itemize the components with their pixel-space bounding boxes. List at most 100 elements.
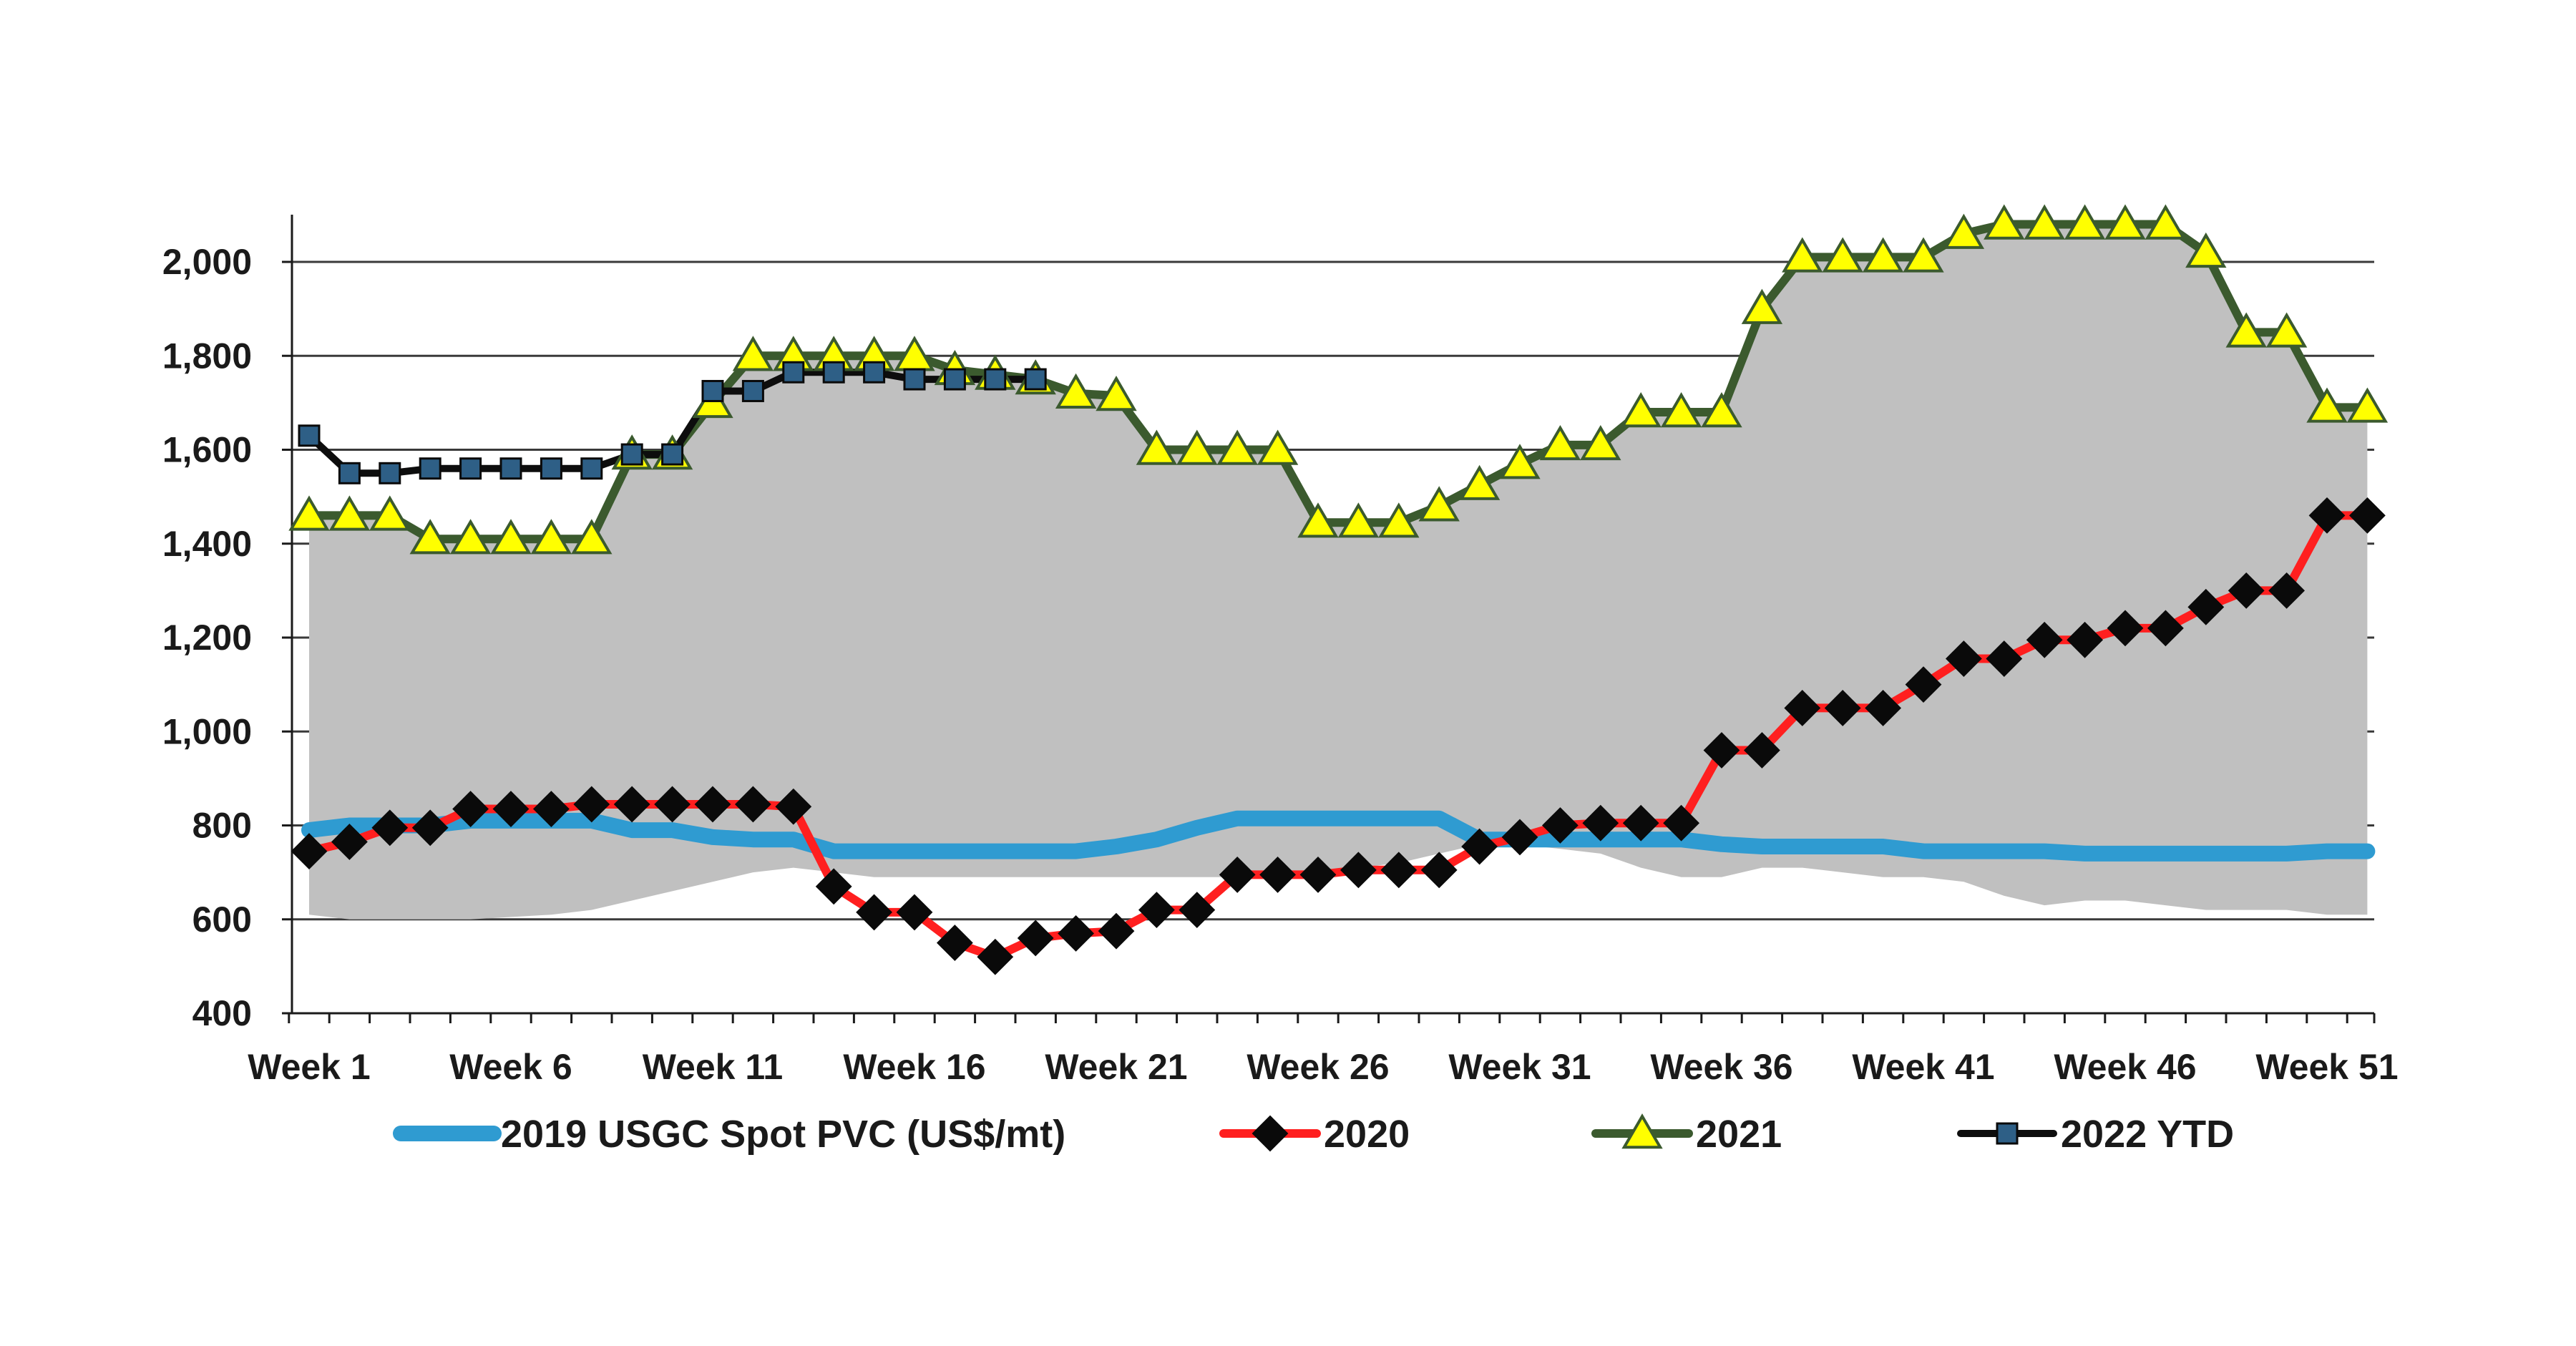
marker-2020: [2348, 497, 2386, 534]
marker-2022-ytd: [459, 457, 482, 480]
marker-2021: [2346, 387, 2389, 423]
marker-2022-ytd: [903, 368, 926, 391]
x-tick-label: Week 21: [1045, 1047, 1187, 1087]
marker-2021: [2104, 204, 2146, 240]
marker-2021: [2185, 232, 2227, 268]
marker-2022-ytd: [540, 457, 562, 480]
marker-2021: [732, 336, 774, 371]
marker-2020: [452, 791, 489, 827]
marker-2022-ytd: [1024, 368, 1047, 391]
series-line-2019-usgc-spot-pvc-us-mt-: [301, 810, 2376, 862]
y-tick-label: 1,200: [162, 618, 252, 658]
marker-2020: [1703, 732, 1740, 769]
marker-2020: [1380, 852, 1418, 889]
marker-2020: [613, 786, 650, 823]
marker-2022-ytd: [822, 361, 845, 384]
marker-2021: [2225, 312, 2267, 348]
marker-2020: [1017, 920, 1054, 957]
marker-2020: [1179, 892, 1216, 929]
marker-2020: [2308, 497, 2346, 534]
marker-2020: [856, 894, 893, 931]
y-tick-label: 400: [192, 993, 252, 1033]
marker-2020: [896, 894, 933, 931]
marker-2021: [1903, 237, 1944, 273]
axes: [282, 215, 2376, 1023]
y-axis-tick-labels: 400 600 800 1,000 1,200 1,400 1,600 1,800 2,000: [162, 242, 252, 1033]
marker-2021: [1620, 392, 1662, 428]
marker-2020: [492, 791, 530, 827]
marker-2021: [530, 519, 572, 555]
marker-2021: [1257, 429, 1299, 465]
marker-2022-ytd: [620, 443, 643, 466]
marker-2022-ytd: [580, 457, 603, 480]
y-tick-label: 1,000: [162, 711, 252, 751]
x-tick-label: Week 11: [643, 1047, 783, 1087]
marker-2020: [2268, 572, 2306, 609]
marker-2020: [1138, 892, 1175, 929]
marker-2021: [1216, 429, 1258, 465]
marker-2020: [694, 786, 731, 823]
marker-2020: [371, 809, 409, 847]
marker-2021: [1701, 392, 1742, 428]
marker-2021: [1660, 392, 1702, 428]
marker-2022-ytd: [863, 361, 886, 384]
marker-2020: [654, 786, 691, 823]
marker-2020: [1663, 804, 1700, 842]
marker-2021: [2024, 204, 2065, 240]
marker-2022-ytd: [701, 379, 724, 402]
marker-2020: [1824, 690, 1861, 726]
marker-2021: [490, 519, 532, 555]
marker-2021: [1418, 486, 1460, 522]
marker-2021: [2145, 204, 2187, 240]
x-tick-label: Week 51: [2255, 1047, 2398, 1087]
marker-2022-ytd: [782, 361, 805, 384]
marker-2022-ytd: [419, 457, 441, 480]
marker-2020: [1784, 690, 1821, 726]
marker-2020: [1945, 640, 1982, 677]
historical-range-band: [309, 224, 2368, 920]
marker-2021: [1378, 502, 1420, 538]
marker-2021: [1741, 288, 1783, 324]
marker-2022-ytd: [661, 443, 684, 466]
marker-2020: [291, 833, 328, 870]
x-tick-label: Week 36: [1650, 1047, 1792, 1087]
y-tick-label: 800: [192, 806, 252, 846]
marker-2021: [1458, 464, 1501, 500]
y-tick-label: 1,600: [162, 430, 252, 470]
marker-2021: [571, 519, 613, 555]
x-tick-label: Week 41: [1852, 1047, 1994, 1087]
x-tick-label: Week 16: [843, 1047, 985, 1087]
marker-2020: [1461, 828, 1498, 865]
y-tick-label: 1,400: [162, 524, 252, 564]
marker-2020: [1058, 915, 1095, 952]
marker-2020: [2026, 621, 2063, 658]
y-tick-label: 2,000: [162, 242, 252, 282]
marker-2021: [1297, 502, 1339, 538]
marker-2020: [2107, 610, 2144, 647]
legend-label: 2019 USGC Spot PVC (US$/mt): [501, 1113, 1065, 1156]
series-markers: [288, 204, 2389, 975]
marker-2021: [1176, 429, 1218, 465]
marker-2021: [1539, 424, 1581, 461]
legend-label: 2020: [1324, 1113, 1410, 1156]
marker-2022-ytd: [741, 379, 764, 402]
x-tick-label: Week 6: [449, 1047, 572, 1087]
x-tick-label: Week 46: [2054, 1047, 2196, 1087]
marker-2020: [532, 791, 570, 827]
marker-2020: [1501, 819, 1538, 856]
marker-2021: [1782, 237, 1823, 273]
marker-2022-ytd: [379, 462, 401, 484]
marker-2020: [573, 786, 610, 823]
marker-2020: [331, 824, 368, 860]
marker-2021: [2064, 204, 2106, 240]
marker-2020: [1340, 852, 1377, 889]
marker-2020: [936, 925, 973, 961]
marker-2020: [977, 938, 1014, 975]
marker-2021: [409, 519, 451, 555]
marker-2021: [2306, 387, 2348, 423]
marker-2021: [1862, 237, 1904, 273]
marker-2021: [1136, 429, 1178, 465]
marker-2020: [1905, 666, 1942, 703]
marker-2020: [1219, 856, 1256, 893]
